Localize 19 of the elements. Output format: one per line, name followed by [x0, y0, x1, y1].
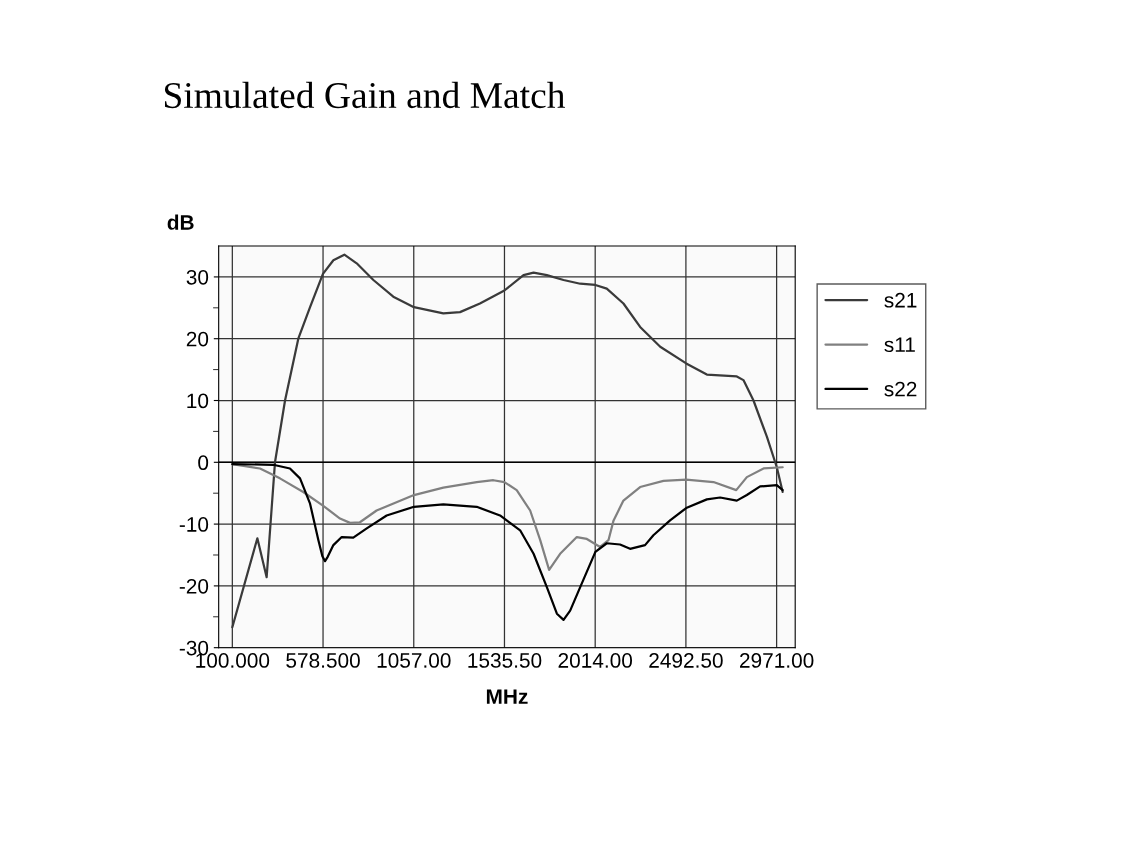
y-tick-label: -20	[179, 578, 209, 594]
line-series	[231, 463, 784, 571]
x-tick-label: 2014.00	[558, 653, 633, 668]
x-axis-title: MHz	[486, 689, 528, 704]
y-tick-label: 20	[186, 331, 209, 347]
x-tick-label: 578.500	[286, 653, 360, 668]
y-tick-label: 30	[186, 269, 209, 285]
legend-label: s21	[884, 292, 917, 308]
x-tick-label: 2971.00	[740, 653, 814, 668]
legend-label: s22	[884, 381, 917, 397]
y-tick-label: -10	[179, 517, 209, 532]
y-axis-title: dB	[167, 214, 194, 230]
legend-label: s11	[884, 337, 915, 353]
x-tick-label: 1057.00	[377, 653, 451, 668]
chart-title: Simulated Gain and Match	[164, 81, 565, 109]
x-tick-label: 1535.50	[468, 653, 542, 668]
y-tick-label: 0	[198, 455, 209, 471]
y-tick-label: 10	[187, 393, 209, 409]
x-tick-label: 2492.50	[649, 653, 723, 668]
